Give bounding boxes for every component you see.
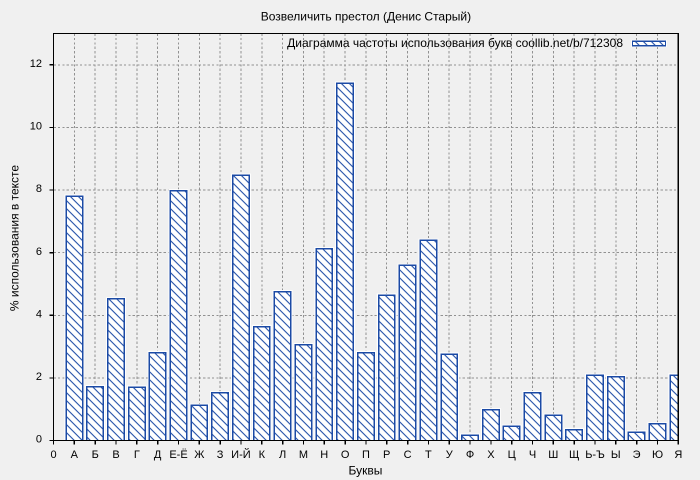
svg-text:У: У	[446, 449, 454, 461]
svg-text:Т: Т	[425, 449, 432, 461]
svg-text:А: А	[71, 449, 79, 461]
svg-text:Р: Р	[383, 449, 390, 461]
svg-text:Я: Я	[674, 449, 682, 461]
svg-text:В: В	[112, 449, 119, 461]
svg-text:Ц: Ц	[508, 449, 516, 461]
svg-text:Ь-Ъ: Ь-Ъ	[585, 449, 605, 461]
svg-text:Ш: Ш	[548, 449, 558, 461]
svg-text:Г: Г	[134, 449, 140, 461]
svg-text:2: 2	[36, 371, 42, 383]
svg-text:Д: Д	[154, 449, 162, 461]
svg-text:10: 10	[30, 121, 42, 133]
svg-text:12: 12	[30, 58, 42, 70]
svg-text:8: 8	[36, 183, 42, 195]
svg-text:О: О	[341, 449, 350, 461]
svg-text:Л: Л	[279, 449, 286, 461]
svg-text:Диаграмма частоты использовани: Диаграмма частоты использования букв coo…	[287, 36, 623, 50]
svg-text:% использования в тексте: % использования в тексте	[8, 165, 22, 311]
svg-text:4: 4	[36, 308, 42, 320]
svg-text:Ж: Ж	[194, 449, 204, 461]
svg-text:Ф: Ф	[466, 449, 474, 461]
svg-text:Ю: Ю	[652, 449, 663, 461]
svg-text:К: К	[259, 449, 266, 461]
svg-text:Э: Э	[633, 449, 641, 461]
svg-text:М: М	[299, 449, 308, 461]
svg-text:Н: Н	[320, 449, 328, 461]
svg-text:Ч: Ч	[529, 449, 536, 461]
svg-text:Б: Б	[92, 449, 99, 461]
svg-text:6: 6	[36, 246, 42, 258]
svg-text:0: 0	[36, 434, 42, 446]
svg-text:Ы: Ы	[611, 449, 621, 461]
svg-text:Буквы: Буквы	[348, 463, 382, 477]
svg-text:Х: Х	[487, 449, 495, 461]
svg-text:Возвеличить престол (Денис Ста: Возвеличить престол (Денис Старый)	[261, 10, 471, 24]
svg-text:С: С	[404, 449, 412, 461]
svg-text:П: П	[362, 449, 370, 461]
svg-text:З: З	[217, 449, 224, 461]
svg-text:И-Й: И-Й	[231, 448, 250, 461]
svg-text:Е-Ё: Е-Ё	[169, 449, 187, 461]
svg-text:0: 0	[50, 449, 56, 461]
svg-text:Щ: Щ	[569, 449, 579, 461]
